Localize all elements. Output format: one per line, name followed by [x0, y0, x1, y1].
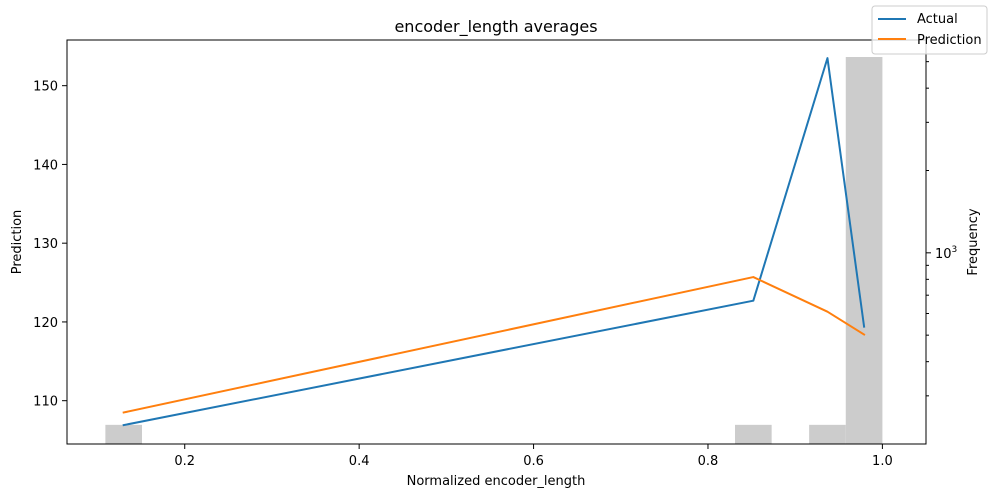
y2-axis-title: Frequency [966, 208, 981, 275]
x-tick-label-3: 0.8 [698, 454, 719, 469]
x-axis: 0.2 0.4 0.6 0.8 1.0 [174, 444, 893, 469]
legend-prediction-label: Prediction [917, 33, 982, 48]
x-tick-label-2: 0.6 [523, 454, 544, 469]
y-tick-label-3: 140 [33, 158, 58, 173]
series-layer [122, 57, 866, 427]
x-tick-label-0: 0.2 [174, 454, 195, 469]
x-tick-label-1: 0.4 [349, 454, 370, 469]
y-tick-label-4: 150 [33, 80, 58, 95]
x-axis-title: Normalized encoder_length [407, 474, 586, 489]
y-tick-label-0: 110 [33, 395, 58, 410]
x-tick-label-4: 1.0 [872, 454, 893, 469]
y-tick-label-2: 130 [33, 237, 58, 252]
y2-axis: 103 [926, 61, 957, 397]
histogram-bar-0 [105, 424, 142, 444]
y-tick-label-1: 120 [33, 316, 58, 331]
histogram-bar-3 [845, 56, 883, 444]
histogram-layer [105, 56, 883, 444]
histogram-bar-1 [735, 424, 772, 444]
histogram-bar-2 [809, 424, 846, 444]
series-line-prediction [122, 276, 866, 414]
legend: Actual Prediction [871, 5, 988, 55]
y2-tick-label-0: 103 [935, 245, 957, 262]
chart-title: encoder_length averages [394, 17, 597, 37]
y-axis: 110 120 130 140 150 [33, 80, 67, 410]
y-axis-title: Prediction [10, 210, 25, 275]
series-line-actual [122, 57, 866, 427]
legend-actual-label: Actual [917, 12, 958, 27]
plot-frame [66, 39, 927, 445]
